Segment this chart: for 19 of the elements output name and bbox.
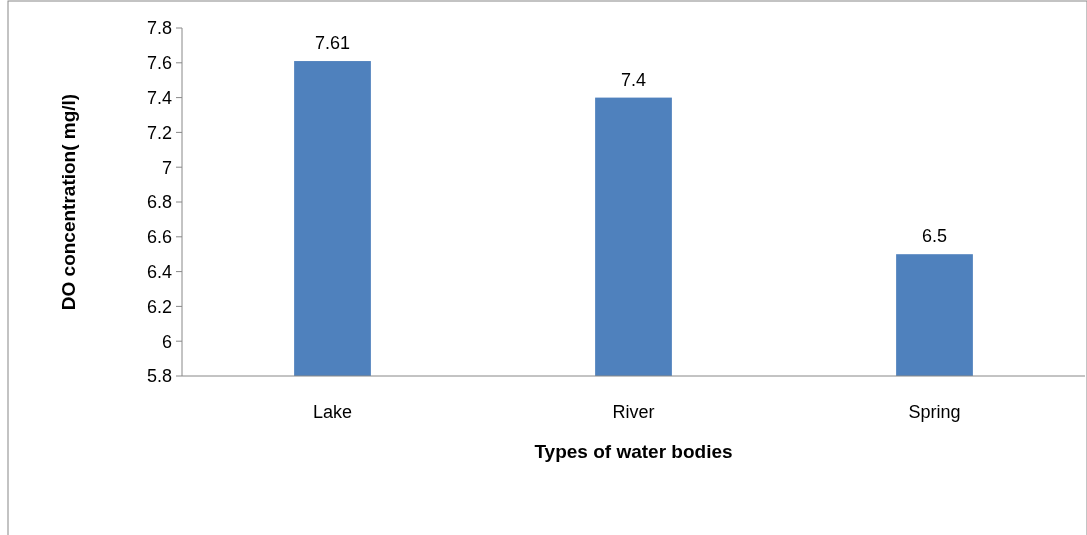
y-tick-label: 7.8 <box>146 18 172 39</box>
y-tick-label: 6 <box>161 331 172 352</box>
x-tick-label: Spring <box>908 402 961 422</box>
x-axis-title: Types of water bodies <box>534 441 733 462</box>
y-tick-label: 6.4 <box>146 261 172 282</box>
y-tick-label: 7.6 <box>146 53 172 74</box>
y-tick-label: 6.2 <box>146 296 172 317</box>
y-tick-label: 6.8 <box>146 192 172 213</box>
data-label: 7.4 <box>620 69 647 90</box>
x-tick-label: Lake <box>312 402 353 422</box>
y-tick-label: 5.8 <box>146 366 172 387</box>
y-tick-label: 7.2 <box>146 122 172 143</box>
x-tick-label: River <box>612 402 655 422</box>
data-label: 6.5 <box>921 226 948 247</box>
y-tick-label: 7 <box>161 157 172 178</box>
data-label: 7.61 <box>314 33 351 54</box>
y-tick-label: 6.6 <box>146 227 172 248</box>
y-axis-title: DO concentration( mg/l) <box>58 93 79 311</box>
y-tick-label: 7.4 <box>146 87 172 108</box>
